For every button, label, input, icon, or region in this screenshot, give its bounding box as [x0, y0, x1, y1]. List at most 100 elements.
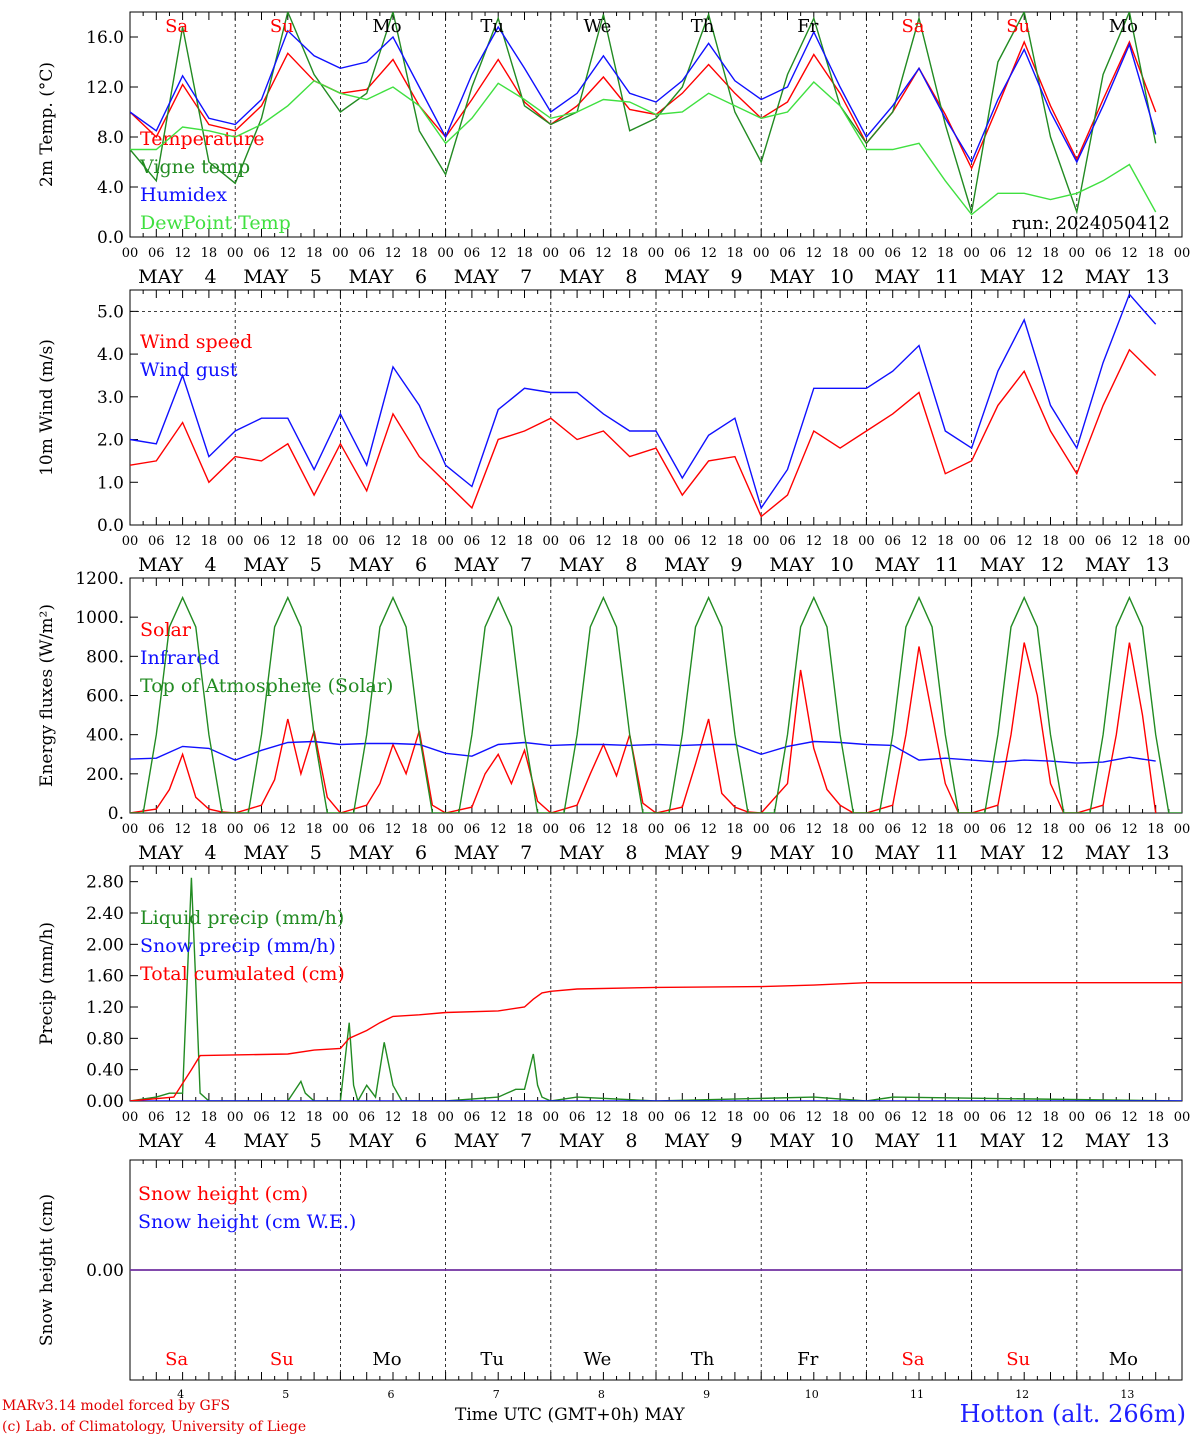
y-axis-label: Snow height (cm)	[37, 1194, 57, 1346]
hour-tick-label: 18	[937, 1110, 954, 1125]
day-month-label: MAY	[454, 266, 499, 288]
hour-tick-label: 12	[174, 1110, 191, 1125]
hour-tick-label: 06	[1095, 822, 1112, 837]
hour-tick-label: 00	[753, 1110, 770, 1125]
hour-tick-label: 18	[306, 246, 323, 261]
y-tick-label: 0.00	[86, 1092, 124, 1112]
hour-tick-label: 12	[806, 246, 823, 261]
hour-tick-label: 06	[990, 822, 1007, 837]
day-number-label: 11	[935, 1130, 959, 1152]
hour-tick-label: 00	[753, 534, 770, 549]
hour-tick-label: 06	[884, 246, 901, 261]
weekday-label: Mo	[1109, 1349, 1138, 1370]
hour-tick-label: 06	[990, 534, 1007, 549]
day-month-label: MAY	[138, 1130, 183, 1152]
hour-tick-label: 00	[753, 246, 770, 261]
bottom-day-number: 11	[910, 1388, 924, 1401]
hour-tick-label: 06	[148, 534, 165, 549]
day-number-label: 5	[310, 1130, 322, 1152]
hour-tick-label: 18	[306, 534, 323, 549]
copyright-credit: (c) Lab. of Climatology, University of L…	[2, 1419, 307, 1435]
day-number-label: 8	[625, 842, 637, 864]
hour-tick-label: 00	[332, 246, 349, 261]
hour-tick-label: 00	[437, 246, 454, 261]
y-tick-label: 12.0	[86, 78, 124, 98]
bottom-day-number: 4	[177, 1388, 184, 1401]
hour-tick-label: 06	[148, 822, 165, 837]
hour-tick-label: 18	[1042, 1110, 1059, 1125]
day-number-label: 4	[205, 842, 217, 864]
day-number-label: 11	[935, 266, 959, 288]
hour-tick-label: 06	[253, 1110, 270, 1125]
hour-tick-label: 18	[1147, 246, 1164, 261]
hour-tick-label: 12	[490, 822, 507, 837]
day-month-label: MAY	[664, 266, 709, 288]
day-month-label: MAY	[559, 1130, 604, 1152]
y-axis-label: Precip (mm/h)	[37, 922, 57, 1045]
hour-tick-label: 12	[174, 246, 191, 261]
day-month-label: MAY	[875, 554, 920, 576]
weekday-label: Sa	[901, 16, 924, 37]
day-month-label: MAY	[243, 554, 288, 576]
hour-tick-label: 12	[490, 534, 507, 549]
weekday-label: Su	[1006, 16, 1030, 37]
y-tick-label: 0.00	[86, 1261, 124, 1281]
day-number-label: 11	[935, 842, 959, 864]
day-number-label: 7	[520, 1130, 532, 1152]
day-number-label: 12	[1040, 842, 1064, 864]
hour-tick-label: 18	[727, 1110, 744, 1125]
day-month-label: MAY	[454, 842, 499, 864]
hour-tick-label: 12	[911, 246, 928, 261]
hour-tick-label: 00	[1069, 822, 1086, 837]
day-month-label: MAY	[664, 1130, 709, 1152]
day-month-label: MAY	[559, 266, 604, 288]
hour-tick-label: 18	[411, 246, 428, 261]
day-month-label: MAY	[454, 554, 499, 576]
day-number-label: 7	[520, 266, 532, 288]
hour-tick-label: 06	[569, 246, 586, 261]
weekday-label: Sa	[165, 1349, 188, 1370]
legend-top-of-atmosphere-solar: Top of Atmosphere (Solar)	[140, 675, 393, 697]
day-number-label: 12	[1040, 266, 1064, 288]
day-number-label: 4	[205, 266, 217, 288]
hour-tick-label: 12	[911, 1110, 928, 1125]
hour-tick-label: 12	[1016, 1110, 1033, 1125]
hour-tick-label: 00	[332, 534, 349, 549]
day-number-label: 6	[415, 842, 427, 864]
panel-4: 0.00 0.40 0.80 1.20 1.60 2.00 2.40 2.80 Precip (…	[37, 865, 1190, 1152]
bottom-day-number: 8	[598, 1388, 605, 1401]
hour-tick-label: 18	[832, 822, 849, 837]
hour-tick-label: 06	[1095, 1110, 1112, 1125]
hour-tick-label: 12	[490, 246, 507, 261]
day-month-label: MAY	[980, 1130, 1025, 1152]
day-month-label: MAY	[1085, 554, 1130, 576]
day-month-label: MAY	[875, 842, 920, 864]
hour-tick-label: 12	[595, 1110, 612, 1125]
y-tick-label: 2.0	[97, 431, 124, 451]
legend-liquid-precip-mm-h: Liquid precip (mm/h)	[140, 907, 344, 929]
y-tick-label: 1000.	[75, 608, 124, 628]
hour-tick-label: 06	[464, 534, 481, 549]
series-solar	[130, 642, 1157, 813]
hour-tick-label: 18	[411, 1110, 428, 1125]
y-tick-label: 1.20	[86, 998, 124, 1018]
hour-tick-label: 00	[858, 822, 875, 837]
weekday-label: Su	[270, 16, 294, 37]
y-tick-label: 8.0	[97, 128, 124, 148]
hour-tick-label: 12	[385, 1110, 402, 1125]
panel-1: 0.0 4.0 8.0 12.0 16.0 2m Temp. (°C) Temperatur…	[37, 11, 1190, 288]
hour-tick-label: 18	[621, 822, 638, 837]
station-title: Hotton (alt. 266m)	[959, 1400, 1186, 1428]
hour-tick-label: 00	[437, 1110, 454, 1125]
weekday-label: Fr	[797, 16, 818, 37]
bottom-day-number: 6	[388, 1388, 395, 1401]
day-number-label: 7	[520, 554, 532, 576]
hour-tick-label: 00	[963, 534, 980, 549]
hour-tick-label: 18	[516, 534, 533, 549]
weekday-label: Tu	[480, 16, 504, 37]
hour-tick-label: 00	[1174, 822, 1191, 837]
hour-tick-label: 06	[569, 822, 586, 837]
legend-humidex: Humidex	[140, 184, 227, 206]
hour-tick-label: 00	[332, 1110, 349, 1125]
series-wind-speed	[130, 348, 1157, 518]
